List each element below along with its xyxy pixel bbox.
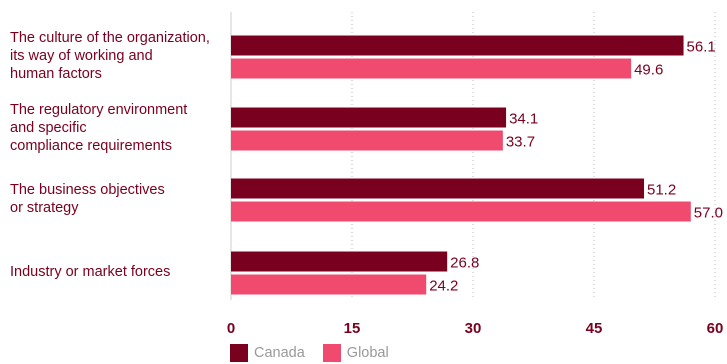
category-label-line: Industry or market forces — [10, 264, 171, 280]
bar-global-2 — [231, 201, 691, 222]
bar-global-1 — [231, 130, 503, 151]
data-label-global-0: 49.6 — [634, 62, 663, 79]
bar-canada-0 — [231, 35, 684, 56]
bar-canada-2 — [231, 178, 645, 199]
data-label-canada-2: 51.2 — [647, 182, 676, 199]
data-label-canada-1: 34.1 — [509, 111, 538, 128]
data-label-global-3: 24.2 — [429, 278, 458, 295]
x-tick-label: 0 — [227, 320, 235, 337]
category-label-2: The business objectives or strategy — [10, 181, 225, 217]
x-tick-label: 45 — [586, 320, 603, 337]
legend-label-global: Global — [346, 345, 389, 361]
category-label-line: or strategy — [10, 200, 79, 216]
category-label-line: compliance requirements — [10, 138, 172, 154]
legend-label-canada: Canada — [254, 345, 305, 361]
bar-global-3 — [231, 274, 427, 295]
x-tick-label: 15 — [344, 320, 361, 337]
category-label-line: The culture of the organization, — [10, 30, 210, 46]
data-label-global-1: 33.7 — [506, 134, 535, 151]
category-label-1: The regulatory environment and specific co… — [10, 101, 225, 155]
category-label-line: its way of working and — [10, 48, 153, 64]
legend-swatch-global — [322, 344, 341, 362]
category-label-line: and specific — [10, 120, 87, 136]
x-tick-label: 60 — [707, 320, 724, 337]
category-label-3: Industry or market forces — [10, 263, 225, 281]
bar-canada-1 — [231, 107, 507, 128]
legend-swatch-canada — [230, 344, 248, 362]
legend: Canada Global — [230, 344, 397, 362]
data-label-canada-3: 26.8 — [450, 255, 479, 272]
bar-global-0 — [231, 58, 632, 79]
data-label-global-2: 57.0 — [694, 205, 723, 222]
category-label-line: The business objectives — [10, 182, 165, 198]
x-tick-label: 30 — [465, 320, 482, 337]
data-label-canada-0: 56.1 — [687, 39, 716, 56]
category-label-line: The regulatory environment — [10, 102, 188, 118]
legend-item-global: Global — [322, 344, 397, 362]
category-label-0: The culture of the organization, its way … — [10, 29, 225, 83]
category-label-line: human factors — [10, 66, 102, 82]
legend-item-canada: Canada — [230, 344, 313, 362]
bar-canada-3 — [231, 251, 448, 272]
